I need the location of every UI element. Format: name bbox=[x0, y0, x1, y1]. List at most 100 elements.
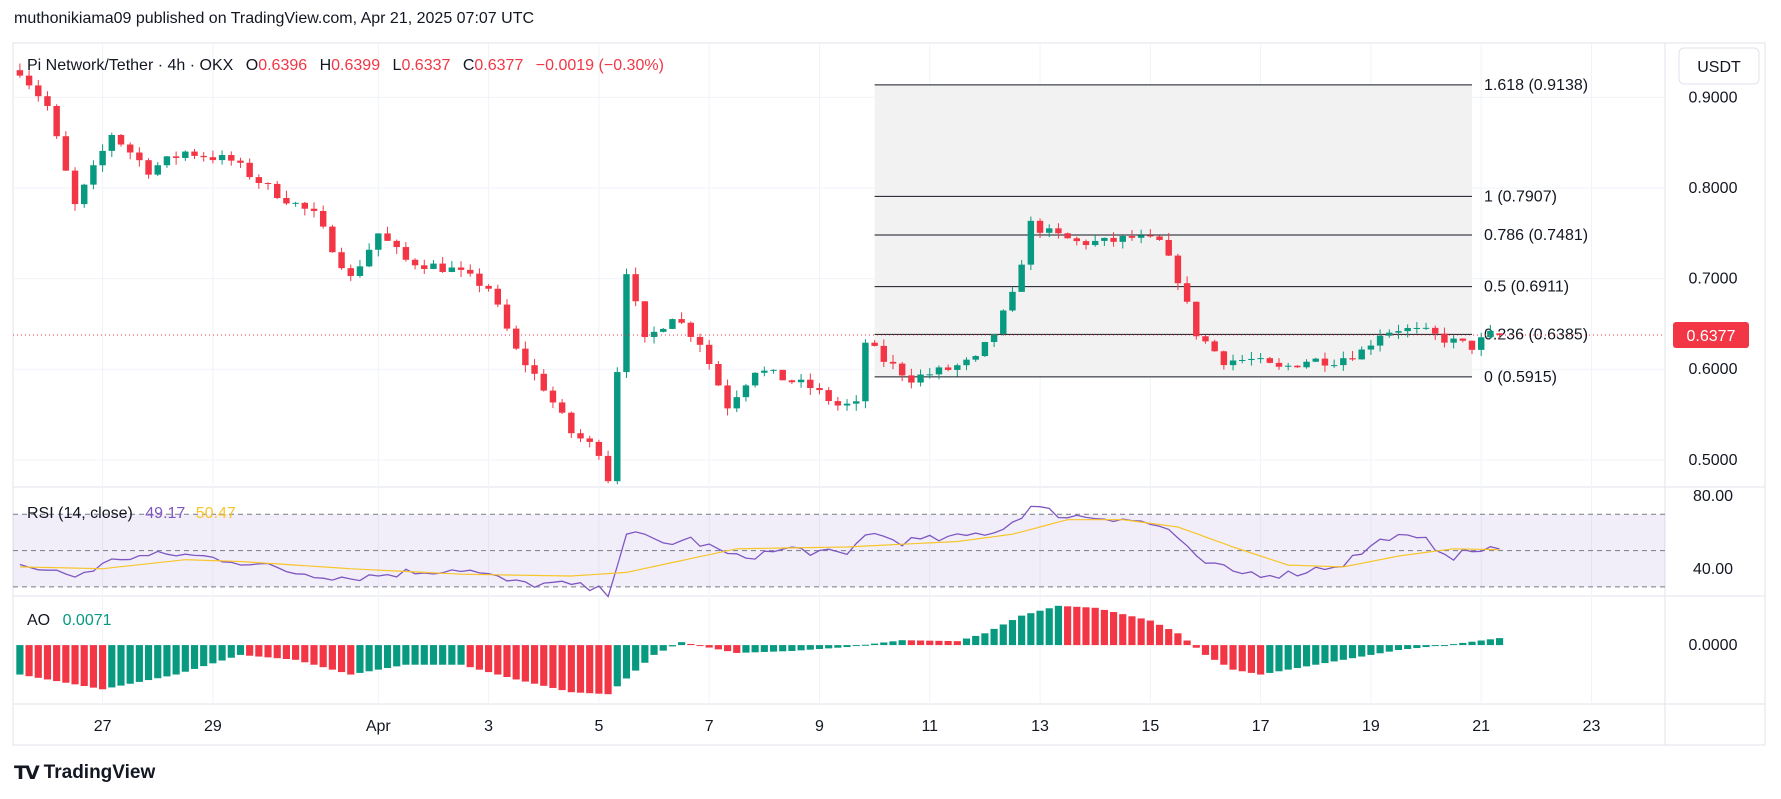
candle-body bbox=[384, 233, 391, 241]
candle-body bbox=[16, 70, 24, 76]
publish-info: muthonikiama09 published on TradingView.… bbox=[14, 10, 535, 27]
ao-bar bbox=[641, 645, 649, 663]
candle-body bbox=[1422, 327, 1430, 329]
ao-bar bbox=[53, 645, 61, 682]
candle-body bbox=[1367, 345, 1375, 350]
ao-axis-label: 0.0000 bbox=[1689, 637, 1738, 654]
candle-body bbox=[1284, 365, 1292, 367]
candle-body bbox=[770, 369, 777, 371]
candle-body bbox=[981, 341, 989, 357]
time-axis-label: 17 bbox=[1252, 718, 1270, 735]
candle-body bbox=[558, 402, 566, 413]
symbol-legend[interactable]: Pi Network/Tether · 4h · OKX O0.6396 H0.… bbox=[27, 57, 664, 74]
ao-bar bbox=[622, 645, 631, 679]
ao-bar bbox=[1495, 638, 1504, 646]
fib-level-label: 0.5 (0.6911) bbox=[1484, 279, 1569, 296]
candle-body bbox=[53, 105, 60, 137]
ao-bar bbox=[788, 645, 796, 651]
candle-body bbox=[99, 150, 106, 166]
candle-body bbox=[467, 269, 474, 274]
candle-body bbox=[476, 273, 483, 286]
candle-body bbox=[733, 397, 740, 409]
ao-bar bbox=[144, 645, 153, 681]
change-value: −0.0019 (−0.30%) bbox=[536, 57, 664, 74]
ao-bar bbox=[1468, 641, 1476, 646]
rsi-legend[interactable]: RSI (14, close) 49.17 50.47 bbox=[27, 505, 236, 522]
candle-body bbox=[1376, 335, 1384, 346]
ao-bar bbox=[1073, 606, 1081, 646]
time-axis-label: 19 bbox=[1362, 718, 1380, 735]
candle-body bbox=[788, 380, 796, 383]
ao-legend[interactable]: AO 0.0071 bbox=[27, 612, 112, 629]
candle-body bbox=[1321, 358, 1329, 366]
ao-legend-label: AO bbox=[27, 612, 50, 629]
ao-legend-value: 0.0071 bbox=[63, 612, 112, 629]
fib-level-label: 0 (0.5915) bbox=[1484, 369, 1557, 386]
ao-bar bbox=[411, 645, 419, 665]
candle-body bbox=[1027, 220, 1035, 265]
candle-body bbox=[411, 259, 419, 266]
candle-body bbox=[1496, 333, 1503, 336]
ao-bar bbox=[595, 645, 603, 694]
candle-body bbox=[310, 208, 318, 211]
ao-bar bbox=[429, 645, 438, 665]
ao-bar bbox=[457, 645, 465, 665]
candle-body bbox=[1413, 327, 1421, 329]
candle-body bbox=[172, 156, 180, 158]
ao-bar bbox=[935, 640, 943, 646]
candle-body bbox=[761, 370, 768, 373]
candle-body bbox=[834, 401, 842, 406]
currency-button[interactable]: USDT bbox=[1678, 47, 1760, 85]
candle-body bbox=[402, 247, 410, 260]
price-axis-label: 0.8000 bbox=[1689, 180, 1738, 197]
candle-body bbox=[1487, 330, 1494, 338]
candle-body bbox=[917, 374, 924, 383]
ao-bar bbox=[714, 645, 722, 650]
ao-bar bbox=[1018, 615, 1026, 646]
candle-body bbox=[81, 184, 88, 205]
ao-bar bbox=[604, 645, 612, 695]
fibonacci-retracement[interactable]: 1.618 (0.9138) 1 (0.7907) 0.786 (0.7481) 0.… bbox=[874, 77, 1588, 386]
ao-bar bbox=[723, 645, 732, 652]
candle-body bbox=[421, 265, 428, 269]
ao-bar bbox=[43, 645, 52, 680]
fib-zone bbox=[874, 84, 1472, 377]
candle-body bbox=[1468, 340, 1476, 350]
ao-bar bbox=[852, 645, 860, 647]
price-axis-label: 0.7000 bbox=[1689, 271, 1738, 288]
ao-bar bbox=[916, 640, 925, 646]
candle-body bbox=[696, 336, 704, 345]
candle-body bbox=[108, 135, 116, 151]
ao-bar bbox=[760, 645, 768, 652]
ao-bar bbox=[154, 645, 162, 679]
time-axis-label: Apr bbox=[366, 718, 392, 735]
last-price-badge: 0.6377 bbox=[1673, 322, 1749, 349]
ao-bar bbox=[742, 645, 750, 653]
ao-bar bbox=[1220, 645, 1228, 665]
last-price-value: 0.6377 bbox=[1687, 328, 1736, 345]
ao-bar bbox=[1174, 633, 1182, 646]
ao-bar bbox=[1257, 645, 1265, 675]
candle-body bbox=[1266, 358, 1274, 363]
ao-bar bbox=[521, 645, 529, 682]
ao-bar bbox=[99, 645, 107, 690]
candle-body bbox=[1459, 338, 1467, 341]
candle-body bbox=[62, 136, 70, 171]
close-label: C bbox=[463, 57, 475, 74]
ao-bar bbox=[34, 645, 42, 678]
ao-bar bbox=[668, 645, 677, 647]
ao-bar bbox=[172, 645, 180, 675]
candle-body bbox=[687, 322, 695, 337]
candle-body bbox=[512, 328, 520, 349]
ao-bar bbox=[393, 645, 401, 667]
rsi-axis-label: 40.00 bbox=[1693, 561, 1733, 578]
candle-body bbox=[356, 266, 364, 276]
ao-bar bbox=[1045, 608, 1053, 646]
tradingview-logo[interactable]: TV TradingView bbox=[14, 762, 155, 784]
candle-body bbox=[485, 285, 492, 289]
ao-bar bbox=[613, 645, 621, 687]
ao-bar bbox=[1064, 606, 1072, 646]
candle-body bbox=[678, 319, 685, 323]
candle-body bbox=[1312, 358, 1319, 362]
rsi-ma-legend-value: 50.47 bbox=[196, 505, 236, 522]
